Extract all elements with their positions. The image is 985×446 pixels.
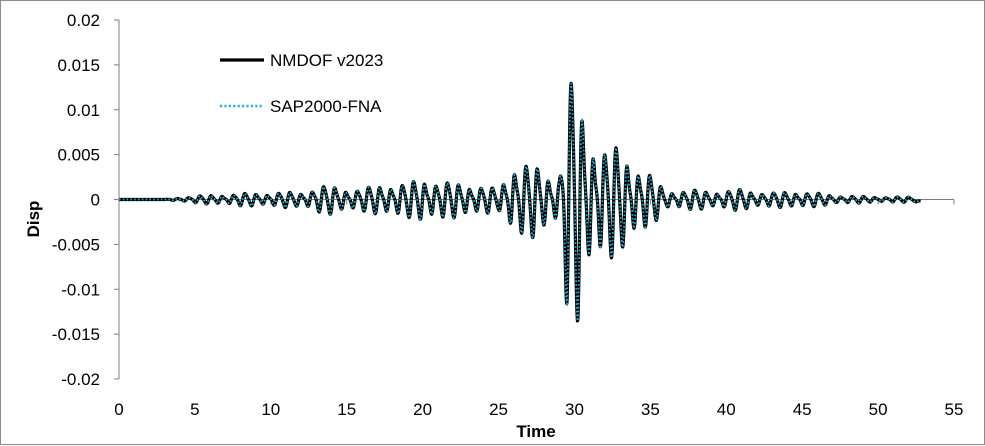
x-tick-label: 15 [337,400,356,419]
y-axis-label: Disp [24,201,43,238]
x-tick-label: 0 [114,400,123,419]
y-tick-label: 0.01 [67,101,100,120]
legend-nmdof-label: NMDOF v2023 [270,51,383,70]
series-layer [117,81,922,323]
y-tick-label: 0.02 [67,11,100,30]
y-tick-label: -0.02 [61,370,100,389]
x-axis-label: Time [516,422,555,441]
x-tick-label: 50 [869,400,888,419]
y-tick-label: 0 [91,191,100,210]
x-tick-label: 10 [261,400,280,419]
x-tick-label: 45 [793,400,812,419]
x-tick-label: 20 [413,400,432,419]
y-tick-labels: 0.02 0.015 0.01 0.005 0 -0.005 -0.01 -0.015 -0.0… [52,11,100,389]
legend: NMDOF v2023 SAP2000-FNA [220,51,383,116]
y-tick-label: 0.015 [57,56,100,75]
x-tick-label: 30 [565,400,584,419]
y-tick-label: 0.005 [57,146,100,165]
x-tick-label: 35 [641,400,660,419]
x-tick-label: 25 [489,400,508,419]
y-tick-label: -0.01 [61,280,100,299]
series-line-sap2000 [119,83,921,322]
x-tick-label: 55 [945,400,964,419]
x-tick-labels: 0 5 10 15 20 25 30 35 40 45 50 55 [114,400,963,419]
y-tick-label: -0.005 [52,235,100,254]
x-tick-label: 40 [717,400,736,419]
x-tick-label: 5 [190,400,199,419]
y-tick-label: -0.015 [52,325,100,344]
legend-sap2000-label: SAP2000-FNA [270,97,382,116]
